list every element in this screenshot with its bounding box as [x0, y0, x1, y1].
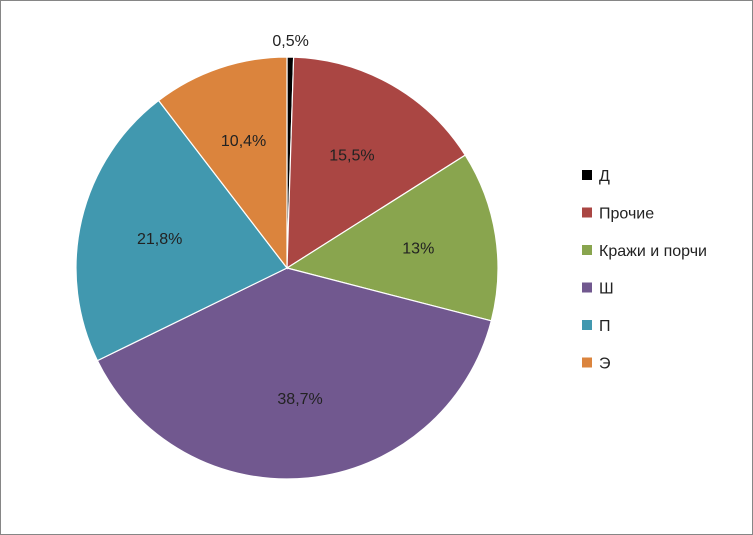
data-label-кражи-и-порчи: 13%: [402, 240, 434, 257]
legend-label-ш: Ш: [599, 281, 614, 298]
pie-slice-э: [157, 56, 288, 270]
legend-item-прочие: Прочие: [582, 206, 654, 223]
pie-slice-ш: [96, 267, 493, 480]
legend-swatch-кражи-и-порчи: [582, 245, 592, 255]
data-label-п: 21,8%: [137, 231, 182, 248]
legend-item-э: Э: [582, 356, 611, 373]
legend-label-э: Э: [599, 356, 611, 373]
legend-label-д: Д: [599, 168, 610, 185]
pie-slices: [75, 56, 499, 480]
data-label-ш: 38,7%: [277, 391, 322, 408]
legend-label-п: П: [599, 318, 611, 335]
pie-slice-прочие: [286, 56, 467, 270]
legend-swatch-ш: [582, 282, 592, 293]
legend-swatch-д: [582, 170, 592, 180]
pie-data-labels: 0,5% 15,5% 13% 38,7% 21,8% 10,4%: [137, 33, 434, 408]
legend: Д Прочие Кражи и порчи Ш П Э: [582, 168, 707, 373]
legend-item-д: Д: [582, 168, 610, 185]
legend-swatch-прочие: [582, 207, 592, 218]
legend-label-кражи-и-порчи: Кражи и порчи: [599, 243, 707, 260]
pie-slice-кражи-и-порчи: [285, 154, 499, 322]
pie-slice-п: [75, 99, 288, 362]
legend-swatch-п: [582, 320, 592, 330]
data-label-э: 10,4%: [221, 133, 266, 150]
legend-item-п: П: [582, 318, 611, 335]
data-label-прочие: 15,5%: [329, 147, 374, 164]
legend-swatch-э: [582, 357, 592, 368]
legend-item-кражи-и-порчи: Кражи и порчи: [582, 243, 707, 260]
legend-item-ш: Ш: [582, 281, 614, 298]
data-label-д: 0,5%: [272, 33, 308, 50]
legend-label-прочие: Прочие: [599, 206, 654, 223]
